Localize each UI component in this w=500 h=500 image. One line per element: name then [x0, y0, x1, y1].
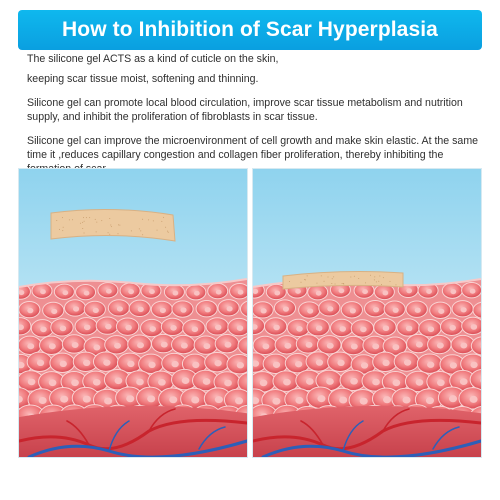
illustration-row — [18, 168, 482, 458]
description-text: The silicone gel ACTS as a kind of cutic… — [27, 52, 485, 186]
blood-vessels — [19, 408, 247, 457]
page-title: How to Inhibition of Scar Hyperplasia — [62, 18, 438, 41]
skin-tissue — [19, 279, 247, 457]
paragraph-2: keeping scar tissue moist, softening and… — [27, 73, 259, 85]
title-banner: How to Inhibition of Scar Hyperplasia — [18, 10, 482, 50]
panel-before — [18, 168, 248, 458]
skin-surface — [19, 278, 247, 288]
silicone-gel-patch — [282, 271, 404, 290]
skin-illustration-before — [19, 169, 247, 457]
panel-after — [252, 168, 482, 458]
paragraph-1: The silicone gel ACTS as a kind of cutic… — [27, 53, 279, 65]
skin-illustration-after — [253, 169, 481, 457]
blood-vessels — [253, 408, 481, 457]
silicone-gel-patch — [50, 208, 176, 242]
skin-tissue — [253, 279, 481, 457]
paragraph-3: Silicone gel can promote local blood cir… — [27, 97, 463, 123]
